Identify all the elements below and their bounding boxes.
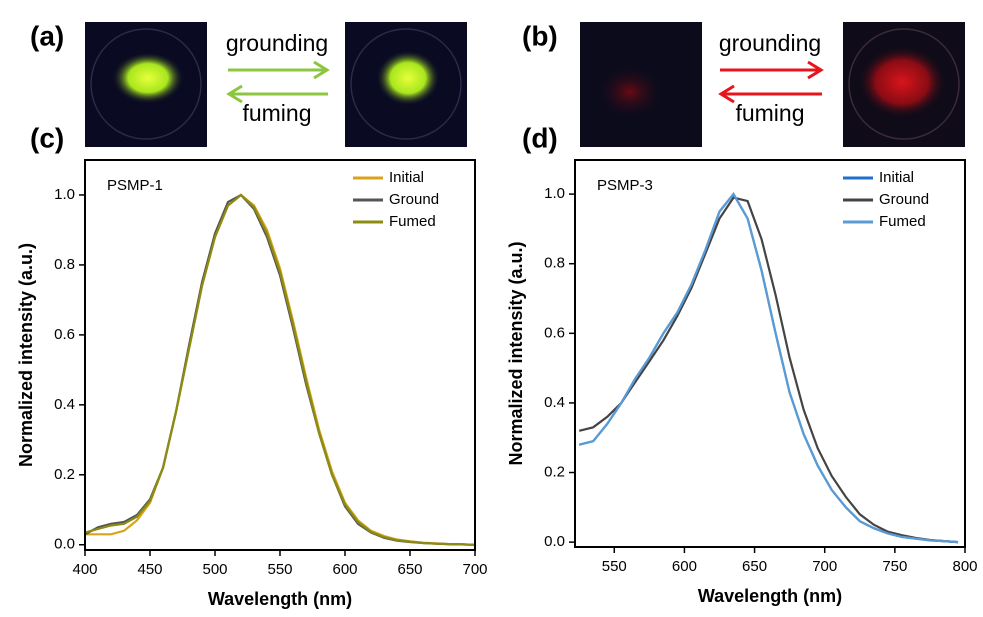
y-axis-label: Normalized intensity (a.u.)	[506, 241, 526, 465]
y-tick-label: 0.4	[544, 394, 565, 411]
y-tick-label: 0.0	[54, 536, 75, 553]
y-tick-label: 1.0	[54, 186, 75, 203]
series-line	[84, 193, 476, 546]
panel-label: (c)	[30, 122, 64, 153]
legend-label: Initial	[389, 169, 424, 186]
photo	[843, 22, 965, 147]
series-line	[578, 196, 959, 544]
x-tick-label: 700	[462, 561, 487, 578]
annotation: PSMP-3	[597, 177, 653, 194]
x-tick-label: 750	[882, 558, 907, 575]
y-tick-label: 0.6	[544, 324, 565, 341]
y-tick-label: 0.8	[544, 255, 565, 272]
legend-label: Fumed	[389, 213, 436, 230]
x-tick-label: 500	[202, 561, 227, 578]
arrow-label: grounding	[719, 30, 821, 56]
arrow-label: fuming	[242, 100, 311, 126]
legend-label: Fumed	[879, 213, 926, 230]
arrow-label: grounding	[226, 30, 328, 56]
annotation: PSMP-1	[107, 177, 163, 194]
series-line	[578, 192, 959, 544]
legend-label: Initial	[879, 169, 914, 186]
panel-label: (b)	[522, 20, 558, 51]
photo	[85, 22, 207, 147]
y-tick-label: 0.2	[54, 466, 75, 483]
arrows	[718, 60, 824, 104]
x-tick-label: 650	[742, 558, 767, 575]
x-tick-label: 550	[602, 558, 627, 575]
y-tick-label: 0.0	[544, 533, 565, 550]
series-line	[84, 193, 476, 546]
x-tick-label: 400	[72, 561, 97, 578]
y-axis-label: Normalized intensity (a.u.)	[16, 243, 36, 467]
panel-label: (d)	[522, 122, 558, 153]
x-axis-label: Wavelength (nm)	[698, 586, 842, 606]
y-tick-label: 0.4	[54, 396, 75, 413]
x-tick-label: 650	[397, 561, 422, 578]
arrows	[226, 60, 330, 104]
plot-frame	[574, 159, 966, 548]
arrow-label: fuming	[735, 100, 804, 126]
y-tick-label: 0.6	[54, 326, 75, 343]
x-tick-label: 550	[267, 561, 292, 578]
x-tick-label: 450	[137, 561, 162, 578]
photo	[345, 22, 467, 147]
x-tick-label: 600	[332, 561, 357, 578]
y-tick-label: 1.0	[544, 185, 565, 202]
photo	[580, 22, 702, 147]
x-tick-label: 800	[952, 558, 977, 575]
x-axis-label: Wavelength (nm)	[208, 589, 352, 609]
x-tick-label: 600	[672, 558, 697, 575]
legend-label: Ground	[879, 191, 929, 208]
y-tick-label: 0.2	[544, 463, 565, 480]
legend-label: Ground	[389, 191, 439, 208]
y-tick-label: 0.8	[54, 256, 75, 273]
x-tick-label: 700	[812, 558, 837, 575]
series-line	[85, 193, 476, 546]
series-line	[578, 192, 959, 544]
panel-label: (a)	[30, 20, 64, 51]
